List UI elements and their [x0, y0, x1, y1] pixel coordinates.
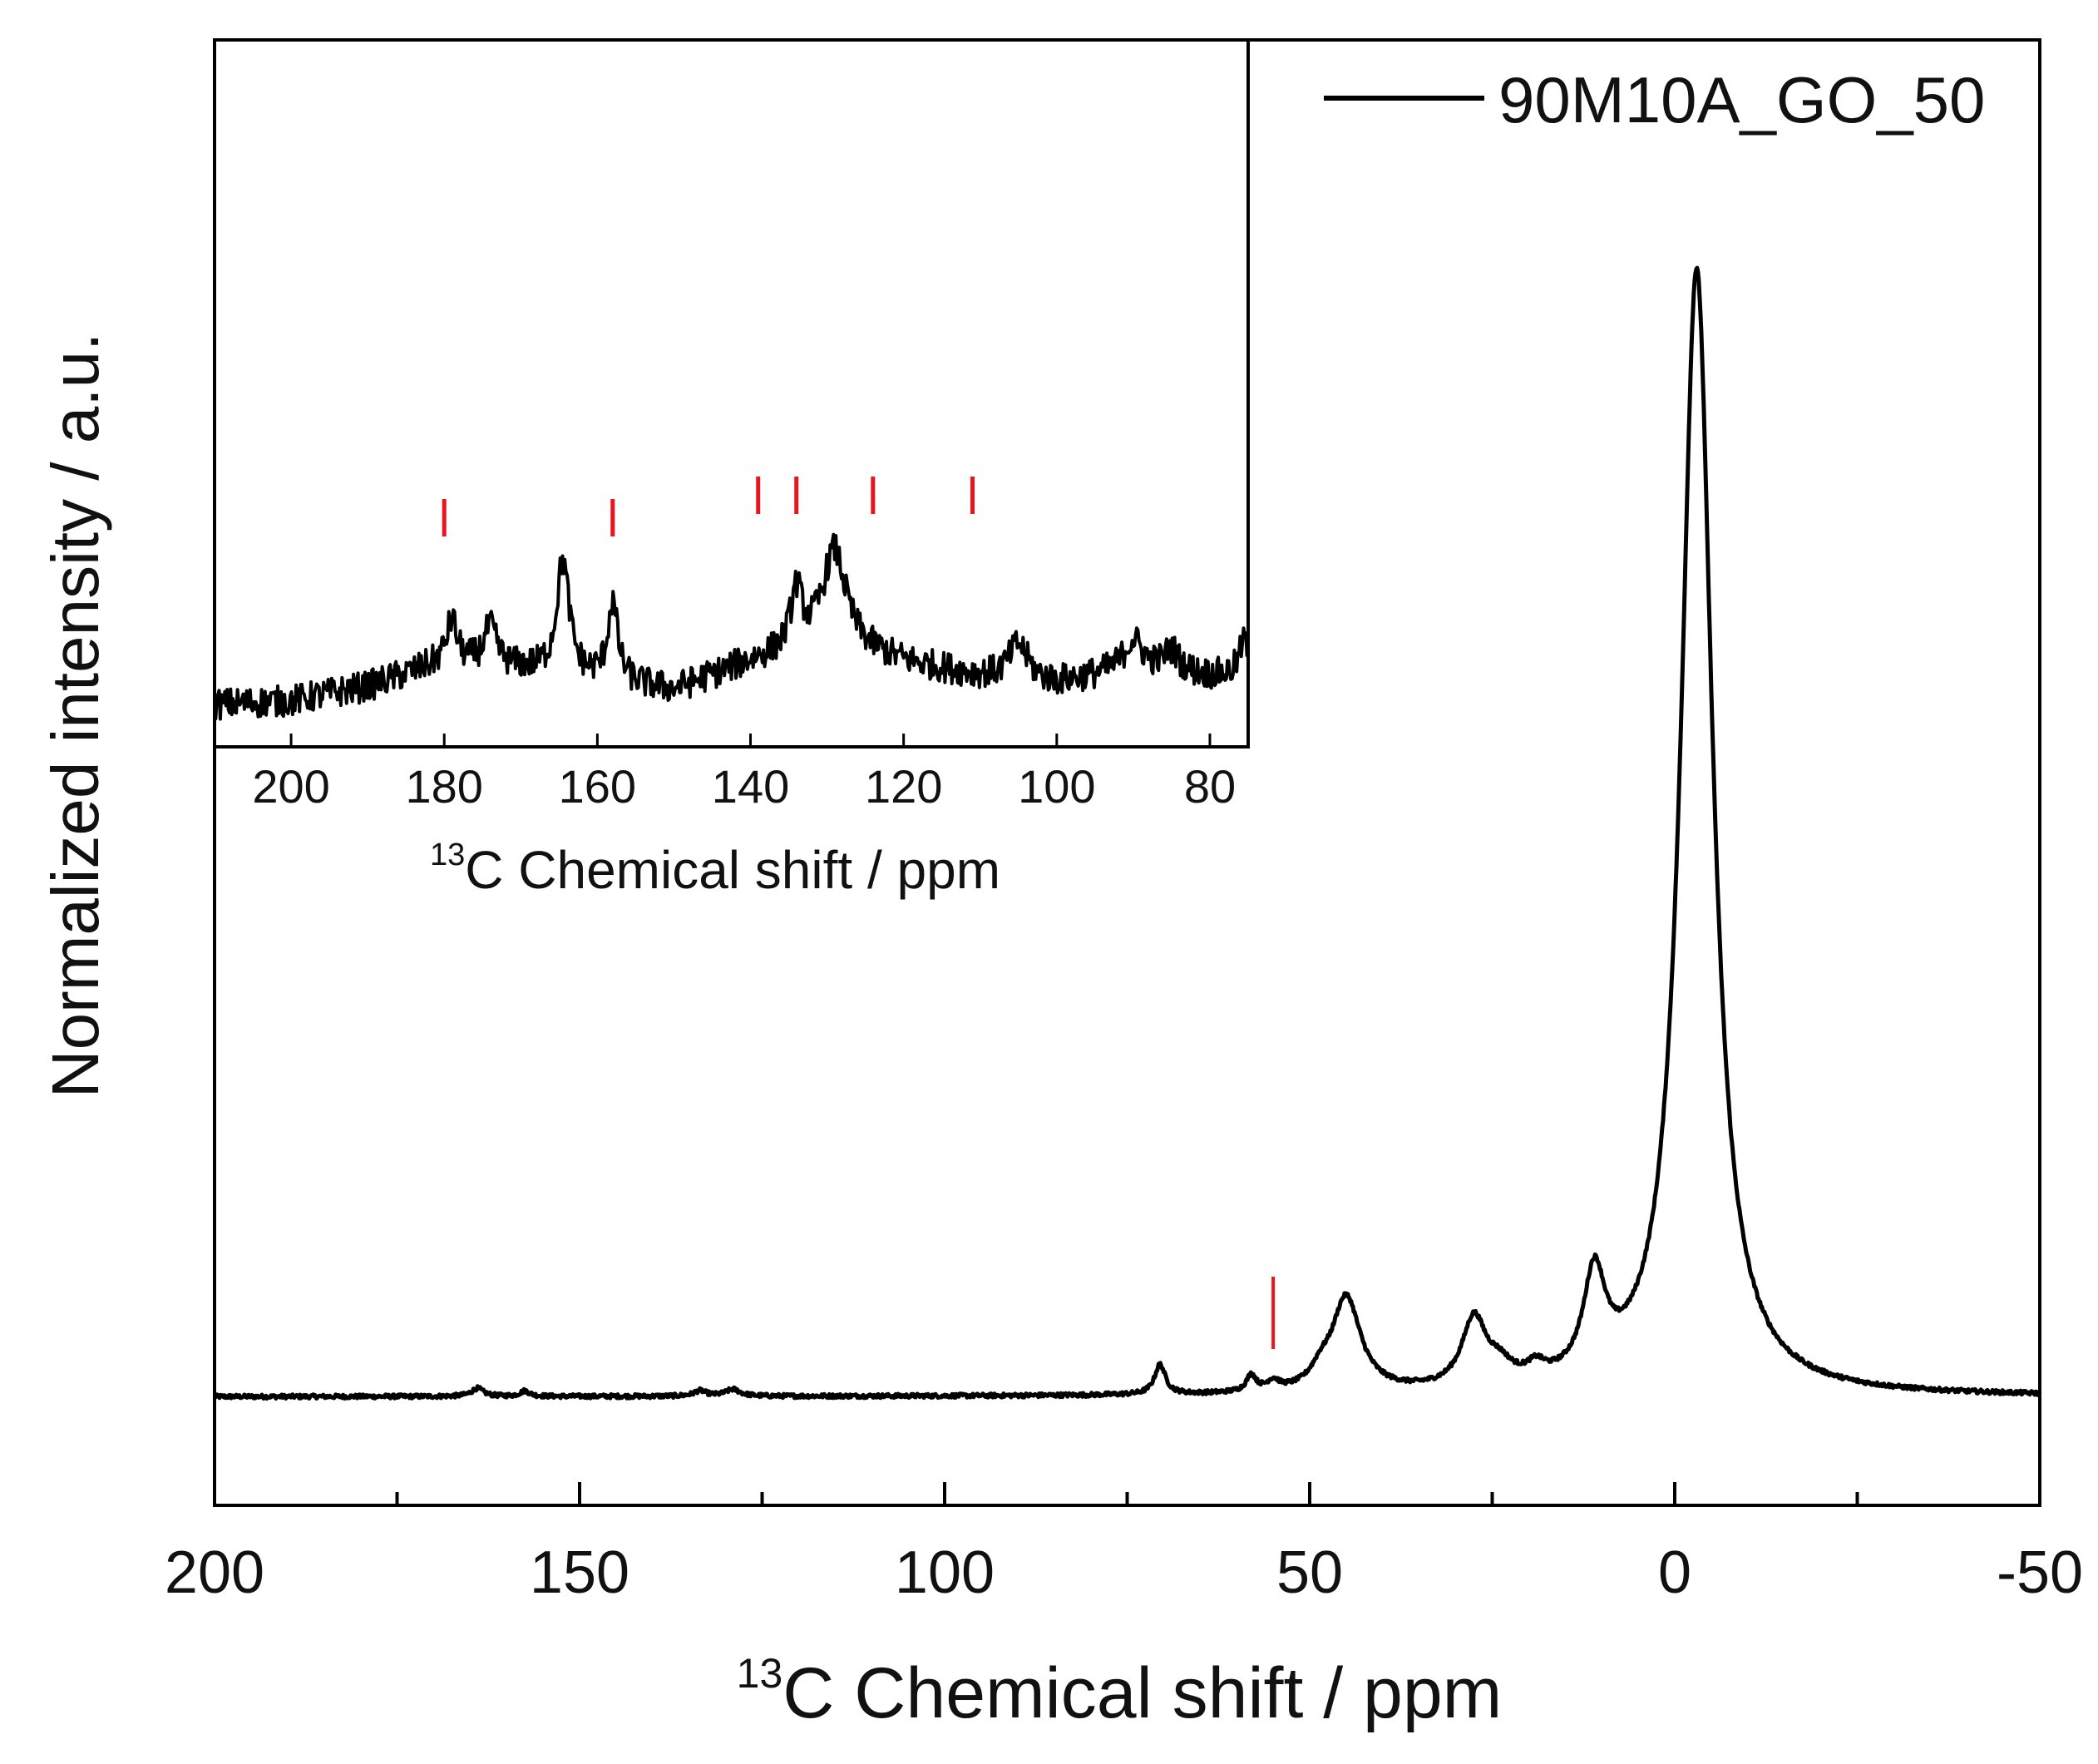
legend-label: 90M10A_GO_50 — [1498, 63, 1985, 136]
main-y-axis-label: Normalized intensity / a.u. — [38, 333, 112, 1098]
inset-x-tick-label: 140 — [712, 760, 789, 813]
main-x-tick-label: 100 — [895, 1539, 995, 1606]
main-plot: 200 150 100 50 0 -50 13C Chemical shift / ppm… — [38, 38, 2083, 1733]
inset-x-tick-label: 200 — [252, 760, 329, 813]
legend: 90M10A_GO_50 — [1324, 63, 1985, 136]
inset-x-tick-label: 180 — [406, 760, 483, 813]
inset-x-tick-labels: 200 180 160 140 120 100 80 — [252, 760, 1236, 813]
inset-plot: 200 180 160 140 120 100 80 13C Chemical shift … — [213, 38, 1250, 900]
main-x-ticks — [213, 1482, 2041, 1505]
inset-x-axis-label-superscript: 13 — [430, 838, 465, 872]
inset-series-line-90M10A_GO_50 — [213, 532, 1250, 721]
inset-x-tick-label: 120 — [865, 760, 942, 813]
main-series-line-90M10A_GO_50 — [212, 265, 2042, 1401]
main-x-tick-label: 50 — [1276, 1539, 1343, 1606]
inset-markers — [442, 477, 975, 536]
main-x-tick-label: 200 — [165, 1539, 264, 1606]
inset-x-axis-label-text: C Chemical shift / ppm — [465, 840, 1000, 900]
inset-x-tick-label: 160 — [559, 760, 636, 813]
main-x-tick-label: -50 — [1997, 1539, 2083, 1606]
inset-plot-frame — [213, 38, 1250, 749]
main-x-axis-label: 13C Chemical shift / ppm — [737, 1650, 1503, 1733]
inset-x-ticks — [289, 734, 1212, 747]
inset-x-tick-label: 80 — [1184, 760, 1236, 813]
main-x-tick-labels: 200 150 100 50 0 -50 — [165, 1539, 2083, 1606]
main-x-axis-label-superscript: 13 — [737, 1650, 783, 1697]
main-x-axis-label-text: C Chemical shift / ppm — [782, 1653, 1502, 1733]
inset-x-axis-label: 13C Chemical shift / ppm — [430, 838, 1000, 900]
main-x-tick-label: 0 — [1658, 1539, 1691, 1606]
main-x-tick-label: 150 — [530, 1539, 629, 1606]
inset-x-tick-label: 100 — [1018, 760, 1095, 813]
